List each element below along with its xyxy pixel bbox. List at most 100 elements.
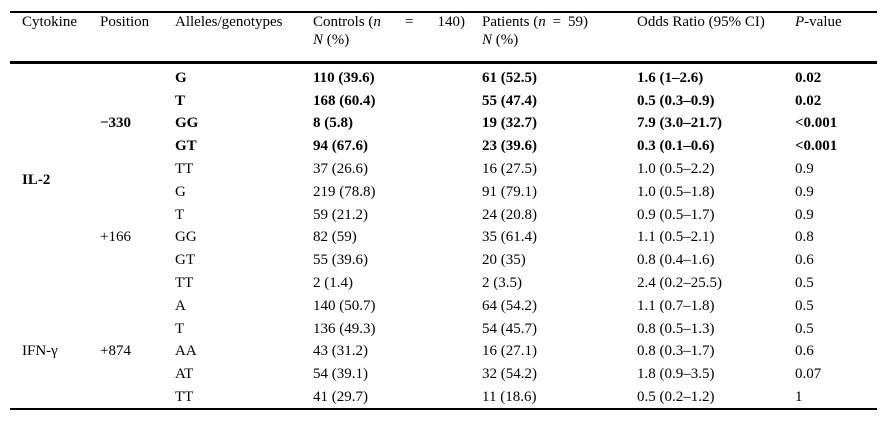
table-row: TT 37 (26.6) 16 (27.5) 1.0 (0.5–2.2) 0.9 <box>10 158 877 181</box>
table-row: T 168 (60.4) 55 (47.4) 0.5 (0.3–0.9) 0.0… <box>10 90 877 113</box>
cell-controls: 110 (39.6) <box>313 69 375 86</box>
cell-odds-ratio: 1.1 (0.7–1.8) <box>637 297 715 314</box>
cell-odds-ratio: 0.9 (0.5–1.7) <box>637 206 715 223</box>
header-patients: Patients (n = 59) N (%) <box>482 12 637 64</box>
cell-odds-ratio: 0.3 (0.1–0.6) <box>637 138 715 155</box>
cell-p-value: 0.9 <box>795 161 814 178</box>
cell-p-value: 0.5 <box>795 297 814 314</box>
header-row: Cytokine Position Alleles/genotypes Cont… <box>10 12 877 64</box>
cell-controls: 140 (50.7) <box>313 297 376 314</box>
cell-p-value: 0.5 <box>795 275 814 292</box>
cell-patients: 55 (47.4) <box>482 92 537 109</box>
cell-allele: T <box>175 92 186 109</box>
cell-allele: TT <box>175 161 194 178</box>
cell-controls: 168 (60.4) <box>313 92 376 109</box>
cell-odds-ratio: 0.5 (0.2–1.2) <box>637 388 715 405</box>
header-odds-ratio: Odds Ratio (95% CI) <box>637 12 795 64</box>
cell-controls: 94 (67.6) <box>313 138 368 155</box>
header-controls-line1: Controls (n = 140) <box>313 13 465 31</box>
table-row: GG 8 (5.8) 19 (32.7) 7.9 (3.0–21.7) <0.0… <box>10 113 877 136</box>
cell-allele: GT <box>175 252 195 269</box>
cell-controls: 55 (39.6) <box>313 252 368 269</box>
table-row: T 136 (49.3) 54 (45.7) 0.8 (0.5–1.3) 0.5 <box>10 318 877 341</box>
cell-position-plus874: +874 <box>100 342 131 359</box>
cell-p-value: 0.9 <box>795 206 814 223</box>
cell-allele: GG <box>175 229 197 246</box>
cell-p-value: 0.6 <box>795 343 814 360</box>
table-row: +166 G 219 (78.8) 91 (79.1) 1.0 (0.5–1.8… <box>10 181 877 245</box>
cell-patients: 16 (27.1) <box>482 343 537 360</box>
table-row: AT 54 (39.1) 32 (54.2) 1.8 (0.9–3.5) 0.0… <box>10 363 877 386</box>
header-patients-count: 59) <box>568 14 588 30</box>
cell-allele: TT <box>175 388 194 405</box>
cell-allele: AT <box>175 366 194 383</box>
cell-odds-ratio: 0.8 (0.3–1.7) <box>637 343 715 360</box>
header-controls: Controls (n = 140) N (%) <box>313 12 482 64</box>
table-row: T 59 (21.2) 24 (20.8) 0.9 (0.5–1.7) 0.9 <box>10 204 877 227</box>
cell-controls: 82 (59) <box>313 229 357 246</box>
cell-p-value: 0.02 <box>795 69 822 86</box>
cell-p-value: <0.001 <box>795 115 838 132</box>
cell-position-plus166: +166 <box>100 229 131 246</box>
cell-patients: 91 (79.1) <box>482 183 537 200</box>
cell-patients: 20 (35) <box>482 252 526 269</box>
cell-controls: 219 (78.8) <box>313 183 376 200</box>
header-cytokine-label: Cytokine <box>22 14 77 30</box>
cell-odds-ratio: 1.8 (0.9–3.5) <box>637 366 715 383</box>
header-patients-eq: = <box>552 14 562 30</box>
header-cytokine: Cytokine <box>10 12 100 64</box>
table-row: GG 82 (59) 35 (61.4) 1.1 (0.5–2.1) 0.8 <box>10 227 877 250</box>
cell-odds-ratio: 0.8 (0.4–1.6) <box>637 252 715 269</box>
cell-patients: 35 (61.4) <box>482 229 537 246</box>
cell-controls: 41 (29.7) <box>313 388 368 405</box>
cell-allele: AA <box>175 343 197 360</box>
cell-p-value: 0.02 <box>795 92 822 109</box>
table-row: AA 43 (31.2) 16 (27.1) 0.8 (0.3–1.7) 0.6 <box>10 341 877 364</box>
cell-p-value: 0.5 <box>795 320 814 337</box>
table-row: TT 41 (29.7) 11 (18.6) 0.5 (0.2–1.2) 1 <box>10 386 877 409</box>
table-header: Cytokine Position Alleles/genotypes Cont… <box>10 12 877 64</box>
header-alleles-label: Alleles/genotypes <box>175 14 283 30</box>
table-body: IL-2 −330 G 110 (39.6) 61 (52.5) 1.6 (1–… <box>10 62 877 409</box>
cell-controls: 37 (26.6) <box>313 161 368 178</box>
cell-p-value: 0.6 <box>795 252 814 269</box>
table-row: TT 2 (1.4) 2 (3.5) 2.4 (0.2–25.5) 0.5 <box>10 272 877 295</box>
header-controls-line2: N (%) <box>313 32 350 48</box>
cell-patients: 23 (39.6) <box>482 138 537 155</box>
cell-odds-ratio: 1.0 (0.5–2.2) <box>637 161 715 178</box>
cell-p-value: 0.9 <box>795 183 814 200</box>
cell-odds-ratio: 0.8 (0.5–1.3) <box>637 320 715 337</box>
table-row: GT 94 (67.6) 23 (39.6) 0.3 (0.1–0.6) <0.… <box>10 135 877 158</box>
cell-patients: 16 (27.5) <box>482 161 537 178</box>
cell-odds-ratio: 0.5 (0.3–0.9) <box>637 92 715 109</box>
cell-patients: 32 (54.2) <box>482 366 537 383</box>
cell-odds-ratio: 1.1 (0.5–2.1) <box>637 229 715 246</box>
cell-p-value: 0.07 <box>795 366 822 383</box>
cell-p-value: <0.001 <box>795 138 838 155</box>
cell-patients: 24 (20.8) <box>482 206 537 223</box>
header-position-label: Position <box>100 14 150 30</box>
cell-controls: 54 (39.1) <box>313 366 368 383</box>
header-odds-ratio-label: Odds Ratio (95% CI) <box>637 14 765 30</box>
header-p-value: P-value <box>795 12 877 64</box>
cell-p-value: 1 <box>795 388 803 405</box>
header-alleles: Alleles/genotypes <box>175 12 313 64</box>
cell-cytokine-ifng: IFN-γ <box>22 342 58 359</box>
table-row: GT 55 (39.6) 20 (35) 0.8 (0.4–1.6) 0.6 <box>10 249 877 272</box>
cell-allele: TT <box>175 275 194 292</box>
header-patients-line2: N (%) <box>482 32 519 48</box>
cell-odds-ratio: 1.6 (1–2.6) <box>637 69 704 86</box>
cell-odds-ratio: 7.9 (3.0–21.7) <box>637 115 722 132</box>
header-controls-count: 140) <box>437 14 465 30</box>
cell-allele: A <box>175 297 186 314</box>
cell-patients: 11 (18.6) <box>482 388 537 405</box>
cell-patients: 54 (45.7) <box>482 320 537 337</box>
cell-patients: 19 (32.7) <box>482 115 537 132</box>
header-controls-pre: Controls (n <box>313 14 381 30</box>
cell-allele: T <box>175 320 185 337</box>
cell-allele: G <box>175 69 187 86</box>
cell-allele: G <box>175 183 186 200</box>
cell-controls: 2 (1.4) <box>313 275 353 292</box>
cell-patients: 2 (3.5) <box>482 275 522 292</box>
cell-controls: 43 (31.2) <box>313 343 368 360</box>
